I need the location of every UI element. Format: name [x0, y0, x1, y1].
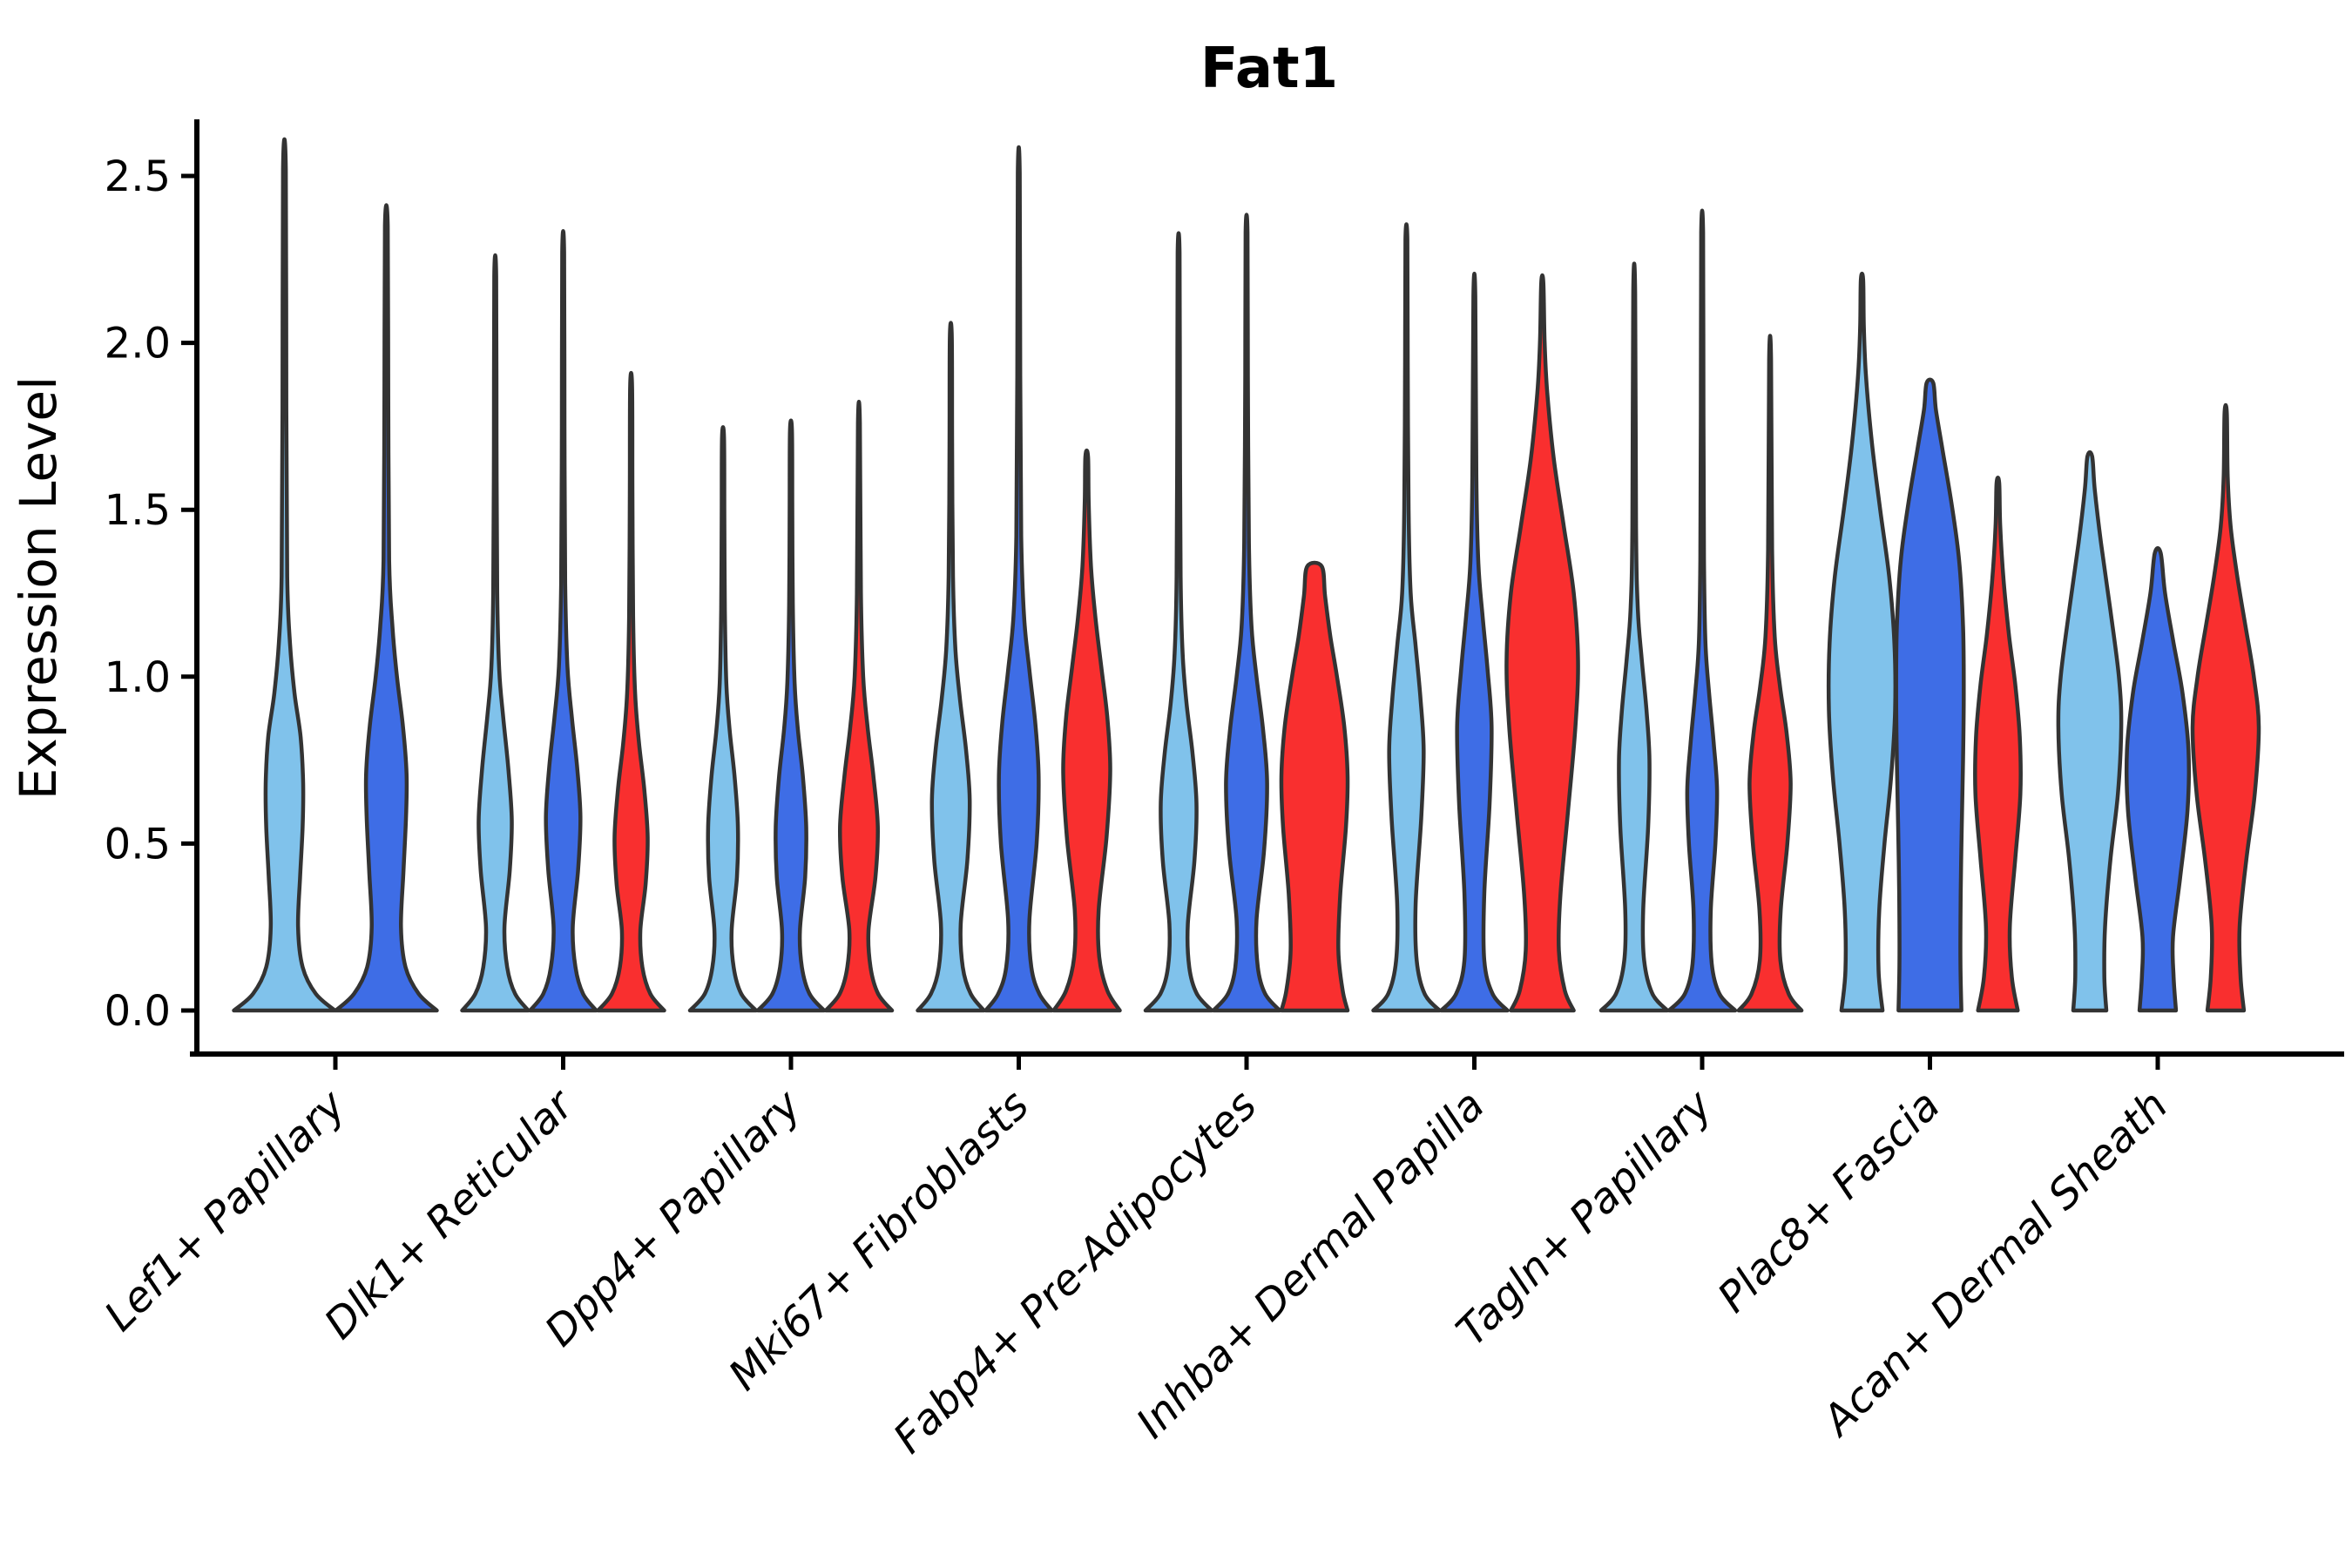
violin-inhba-dermal-papilla-red	[1504, 273, 1580, 1013]
violin-dpp4-papillary-light_blue	[687, 425, 759, 1013]
violin-lef1-papillary-light_blue	[232, 137, 337, 1013]
violin-fabp4-pre-adipocytes-royal_blue	[1211, 213, 1282, 1013]
y-axis-label: Expression Level	[9, 376, 68, 800]
violin-dpp4-papillary-red	[823, 400, 895, 1013]
violin-tagln-papillary-red	[1736, 334, 1804, 1013]
violin-mki67-fibroblasts-light_blue	[916, 321, 986, 1013]
violin-fabp4-pre-adipocytes-light_blue	[1143, 231, 1214, 1013]
y-tick-label: 0.5	[105, 820, 171, 868]
violin-dlk1-reticular-royal_blue	[528, 229, 598, 1013]
violin-plac8-fascia-light_blue	[1826, 271, 1898, 1013]
violin-dlk1-reticular-light_blue	[460, 253, 531, 1013]
violin-inhba-dermal-papilla-light_blue	[1371, 222, 1442, 1013]
y-tick-label: 1.0	[105, 653, 171, 702]
violin-mki67-fibroblasts-royal_blue	[983, 145, 1054, 1013]
violin-dpp4-papillary-royal_blue	[755, 418, 827, 1013]
chart-title: Fat1	[1200, 37, 1338, 101]
violin-mki67-fibroblasts-red	[1051, 448, 1122, 1013]
violin-lef1-papillary-royal_blue	[334, 203, 439, 1013]
y-tick-label: 1.5	[105, 486, 171, 535]
y-tick-label: 2.0	[105, 320, 171, 368]
violin-plac8-fascia-royal_blue	[1894, 377, 1966, 1013]
violin-fabp4-pre-adipocytes-red	[1279, 560, 1350, 1013]
violin-tagln-papillary-light_blue	[1598, 261, 1670, 1013]
violin-dlk1-reticular-red	[596, 370, 666, 1013]
violin-plac8-fascia-red	[1973, 476, 2023, 1013]
violin-inhba-dermal-papilla-royal_blue	[1439, 272, 1510, 1013]
violin-acan-dermal-sheath-red	[2190, 402, 2261, 1013]
violin-acan-dermal-sheath-royal_blue	[2124, 546, 2192, 1013]
violin-acan-dermal-sheath-light_blue	[2056, 449, 2124, 1013]
violin-tagln-papillary-royal_blue	[1666, 208, 1738, 1013]
y-tick-label: 0.0	[105, 987, 171, 1036]
y-tick-label: 2.5	[105, 152, 171, 201]
